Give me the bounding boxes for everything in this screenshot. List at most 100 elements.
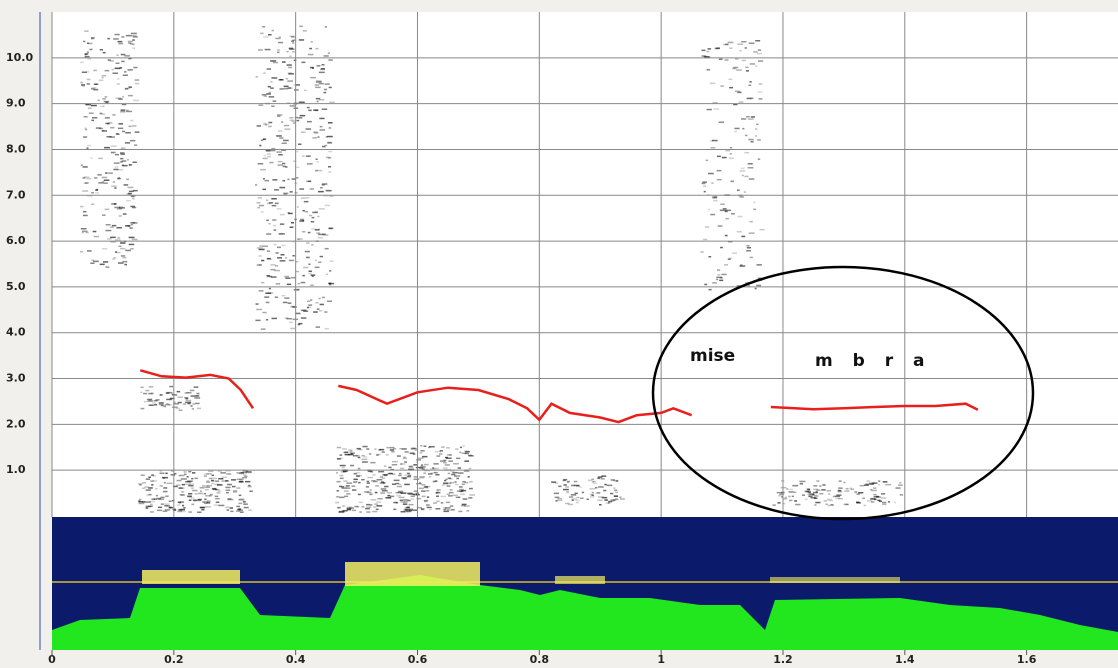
spectrogram-speck [103,182,108,184]
spectrogram-speck [370,504,373,506]
spectrogram-speck [420,509,424,511]
spectrogram-speck [400,501,405,503]
spectrogram-speck [322,145,326,148]
spectrogram-speck [707,208,711,211]
spectrogram-speck [408,468,414,471]
spectrogram-speck [734,127,740,130]
spectrogram-speck [226,506,230,508]
spectrogram-speck [353,455,358,457]
spectrogram-speck [172,485,178,488]
spectrogram-speck [375,485,379,487]
spectrogram-speck [148,392,153,395]
spectrogram-speck [464,505,470,507]
spectrogram-speck [114,203,117,205]
spectrogram-speck [730,180,735,183]
spectrogram-speck [346,508,352,511]
spectrogram-speck [424,500,428,503]
spectrogram-speck [454,475,458,477]
spectrogram-speck [309,214,313,217]
spectrogram-speck [120,111,126,114]
spectrogram-speck [864,484,869,486]
y-tick-label: 7.0 [6,188,26,201]
spectrogram-speck [421,484,425,486]
spectrogram-speck [715,47,720,49]
spectrogram-speck [417,457,424,459]
spectrogram-speck [299,114,306,117]
spectrogram-speck [271,105,275,107]
spectrogram-speck [184,396,189,399]
spectrogram-speck [720,246,723,249]
spectrogram-speck [138,501,144,503]
spectrogram-speck [355,472,361,474]
spectrogram-speck [149,480,155,482]
spectrogram-speck [719,277,724,279]
spectrogram-speck [446,447,450,449]
spectrogram-speck [443,462,447,464]
spectrogram-speck [104,208,110,211]
spectrogram-speck [724,210,728,213]
spectrogram-speck [361,454,365,457]
spectrogram-speck [151,475,156,477]
spectrogram-speck [446,485,451,487]
spectrogram-speck [277,164,284,166]
spectrogram-speck [719,279,724,282]
spectrogram-speck [86,42,89,44]
spectrogram-speck [826,490,832,492]
spectrogram-speck [389,495,395,498]
spectrogram-speck [706,50,710,53]
spectrogram-speck [468,454,473,457]
spectrogram-speck [328,127,332,129]
spectrogram-speck [275,283,281,285]
spectrogram-speck [258,248,265,251]
spectrogram-speck [292,306,297,308]
spectrogram-speck [209,494,213,497]
spectrogram-speck [873,493,877,496]
spectrogram-speck [571,499,574,501]
spectrogram-speck [300,281,306,284]
spectrogram-speck [82,166,88,168]
spectrogram-speck [132,189,138,192]
spectrogram-speck [118,123,123,125]
spectrogram-speck [317,215,320,218]
spectrogram-speck [307,231,311,234]
spectrogram-speck [143,392,148,395]
spectrogram-speck [412,453,416,455]
spectrogram-speck [868,482,873,484]
spectrogram-speck [574,492,578,495]
spectrogram-speck [98,157,103,160]
spectrogram-speck [114,187,117,189]
spectrogram-speck [620,498,625,500]
spectrogram-speck [779,493,784,496]
spectrogram-speck [259,144,262,147]
spectrogram-speck [288,47,294,50]
spectrogram-speck [420,466,426,468]
spectrogram-speck [758,60,764,62]
spectrogram-speck [391,464,398,466]
spectrogram-speck [327,142,333,144]
spectrogram-speck [309,47,313,50]
spectrogram-speck [87,144,92,147]
spectrogram-speck [378,470,385,473]
spectrogram-speck [120,53,126,56]
spectrogram-speck [439,453,443,455]
spectrogram-speck [270,60,277,62]
spectrogram-speck [124,71,127,73]
spectrogram-speck [83,40,86,43]
spectrogram-speck [115,97,122,99]
spectrogram-speck [287,87,293,89]
spectrogram-speck [256,202,261,204]
x-tick-label: 0 [48,653,56,666]
spectrogram-speck [260,139,264,142]
spectrogram-speck [741,118,747,120]
spectrogram-speck [158,402,164,404]
spectrogram-speck [138,483,143,485]
spectrogram-speck [284,317,289,319]
spectrogram-speck [198,492,203,495]
spectrogram-speck [155,399,160,401]
spectrogram-speck [96,188,99,191]
spectrogram-speck [130,195,136,197]
spectrogram-speck [810,497,817,499]
spectrogram-speck [83,211,87,213]
spectrogram-speck [166,391,173,394]
spectrogram-speck [777,502,781,504]
